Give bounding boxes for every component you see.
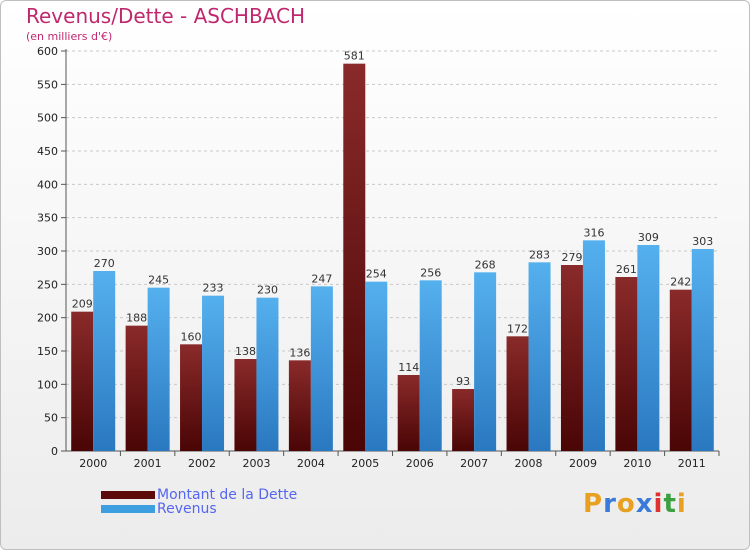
debt-bar-label: 138 [235, 345, 256, 358]
logo-letter: P [583, 489, 604, 519]
logo-letter: o [616, 489, 636, 519]
proxiti-logo: Proxiti [583, 489, 687, 519]
legend-swatch-revenue [101, 505, 155, 513]
revenue-bar [93, 271, 116, 451]
y-tick-label: 200 [37, 312, 58, 325]
debt-bar-label: 188 [126, 312, 147, 325]
x-tick-label: 2002 [188, 457, 216, 470]
revenue-bar-label: 303 [692, 235, 713, 248]
revenue-bar-label: 233 [203, 282, 224, 295]
revenue-bar-label: 254 [366, 268, 387, 281]
y-tick-label: 350 [37, 212, 58, 225]
debt-bar-label: 581 [344, 50, 365, 63]
x-tick-label: 2008 [515, 457, 543, 470]
x-tick-label: 2004 [297, 457, 325, 470]
debt-bar-label: 209 [72, 298, 93, 311]
y-tick-label: 400 [37, 178, 58, 191]
debt-bar [669, 289, 692, 451]
revenue-bar-label: 245 [148, 274, 169, 287]
y-tick-label: 150 [37, 345, 58, 358]
y-tick-label: 550 [37, 78, 58, 91]
x-tick-label: 2007 [460, 457, 488, 470]
logo-letter: i [676, 489, 687, 519]
revenue-bar-label: 283 [529, 248, 550, 261]
debt-bar [452, 389, 475, 451]
debt-bar-label: 172 [507, 322, 528, 335]
x-tick-label: 2000 [79, 457, 107, 470]
debt-bar-label: 160 [181, 330, 202, 343]
x-tick-label: 2001 [134, 457, 162, 470]
x-tick-label: 2003 [242, 457, 270, 470]
debt-bar-label: 279 [561, 251, 582, 264]
revenue-bar [147, 287, 170, 451]
revenue-bar [310, 286, 333, 451]
revenue-bar [202, 295, 225, 451]
y-tick-label: 300 [37, 245, 58, 258]
y-tick-label: 250 [37, 278, 58, 291]
debt-bar [234, 359, 257, 451]
y-tick-label: 500 [37, 112, 58, 125]
debt-bar-label: 114 [398, 361, 419, 374]
debt-bar [560, 265, 583, 451]
y-tick-label: 50 [44, 412, 58, 425]
y-tick-label: 600 [37, 45, 58, 58]
revenue-bar [691, 249, 714, 451]
revenue-bar-label: 230 [257, 284, 278, 297]
chart-subtitle: (en milliers d'€) [26, 30, 113, 43]
revenue-bar [637, 245, 660, 451]
x-tick-label: 2009 [569, 457, 597, 470]
debt-bar [506, 336, 529, 451]
legend-item-debt: Montant de la Dette [101, 487, 297, 503]
legend-swatch-debt [101, 491, 155, 499]
x-tick-label: 2005 [351, 457, 379, 470]
debt-bar-label: 136 [289, 346, 310, 359]
chart-title: Revenus/Dette - ASCHBACH [26, 4, 306, 28]
debt-bar [615, 277, 638, 451]
debt-bar [343, 63, 366, 452]
revenue-bar [474, 272, 497, 451]
revenue-bar-label: 270 [94, 257, 115, 270]
y-tick-label: 0 [51, 445, 58, 458]
revenue-bar-label: 316 [583, 226, 604, 239]
logo-letter: x [635, 489, 654, 519]
debt-bar [397, 375, 420, 451]
y-tick-label: 100 [37, 378, 58, 391]
revenue-bar [419, 280, 442, 451]
revenue-bar-label: 309 [638, 231, 659, 244]
legend-label-debt: Montant de la Dette [157, 487, 298, 503]
x-tick-label: 2010 [623, 457, 651, 470]
legend-label-revenue: Revenus [157, 501, 217, 517]
bar-chart: 0 50 100 150 200 250 300 350 400 450 500 550 600 2000… [37, 45, 720, 470]
legend-item-revenue: Revenus [101, 501, 217, 517]
revenue-bar-label: 247 [311, 272, 332, 285]
revenue-bar [256, 297, 279, 451]
revenue-bar [528, 262, 551, 451]
debt-bar [71, 311, 94, 451]
x-tick-label: 2006 [406, 457, 434, 470]
revenue-bar [365, 281, 388, 451]
debt-bar [125, 325, 148, 451]
revenue-bar-label: 256 [420, 266, 441, 279]
y-tick-label: 450 [37, 145, 58, 158]
debt-bar-label: 242 [670, 276, 691, 289]
x-tick-label: 2011 [678, 457, 706, 470]
logo-letter: t [663, 489, 677, 519]
logo-letter: r [603, 489, 617, 519]
revenue-bar-label: 268 [475, 258, 496, 271]
debt-bar [288, 360, 311, 451]
debt-bar-label: 93 [456, 375, 470, 388]
logo-letter: i [653, 489, 664, 519]
debt-bar [180, 344, 203, 451]
debt-bar-label: 261 [616, 263, 637, 276]
revenue-bar [582, 240, 605, 451]
